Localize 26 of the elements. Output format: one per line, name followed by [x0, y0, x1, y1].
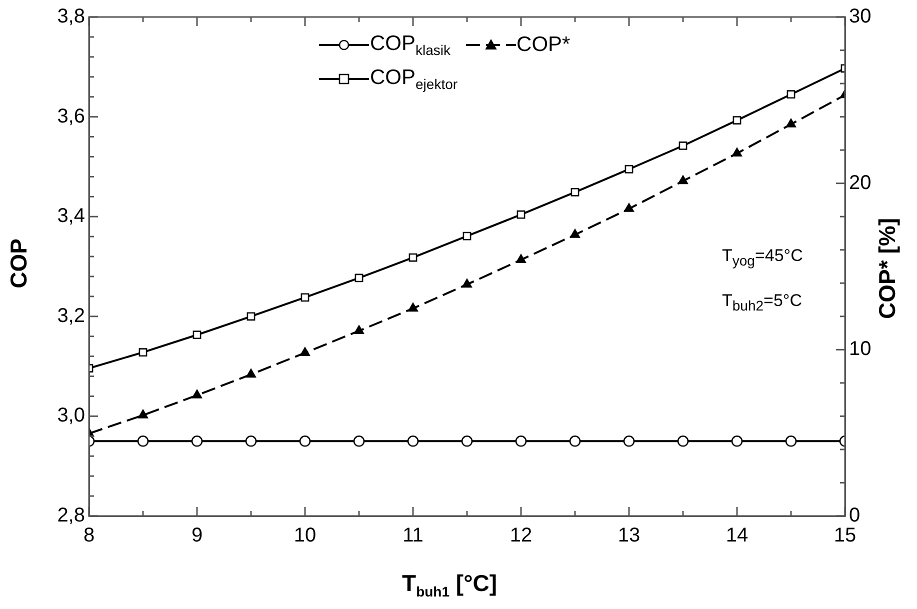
annotation: T$_{buh2}$=5°C	[722, 291, 802, 314]
x-tick-label: 9	[191, 524, 203, 547]
legend-label: COP$_{klasik}$	[370, 32, 451, 58]
x-tick-label: 10	[294, 524, 316, 547]
x-tick-label: 15	[834, 524, 856, 547]
x-tick-label: 13	[618, 524, 640, 547]
y-tick-label: 3,4	[57, 205, 85, 228]
x-axis-title: T$_{buh1}$ [°C]	[402, 570, 498, 600]
y-axis-title: COP	[5, 238, 32, 288]
x-tick-label: 12	[510, 524, 532, 547]
y-tick-label: 3,0	[57, 404, 85, 427]
legend-label: COP$_{ejektor}$	[370, 66, 458, 92]
y2-tick-label: 30	[849, 6, 872, 28]
legend-label: COP*	[516, 33, 570, 57]
y2-axis-title: COP* [%]	[873, 218, 900, 319]
x-tick-label: 11	[402, 524, 424, 547]
y2-tick-label: 0	[849, 504, 860, 527]
x-tick-label: 8	[83, 524, 95, 547]
y-tick-label: 2,8	[57, 504, 85, 527]
annotation: T$_{yog}$=45°C	[722, 246, 803, 268]
y-tick-label: 3,2	[57, 304, 85, 327]
y2-tick-label: 20	[849, 172, 872, 194]
y-tick-label: 3,8	[57, 6, 85, 28]
y2-tick-label: 10	[849, 338, 872, 360]
y-tick-label: 3,6	[57, 105, 85, 128]
x-tick-label: 14	[726, 524, 748, 547]
